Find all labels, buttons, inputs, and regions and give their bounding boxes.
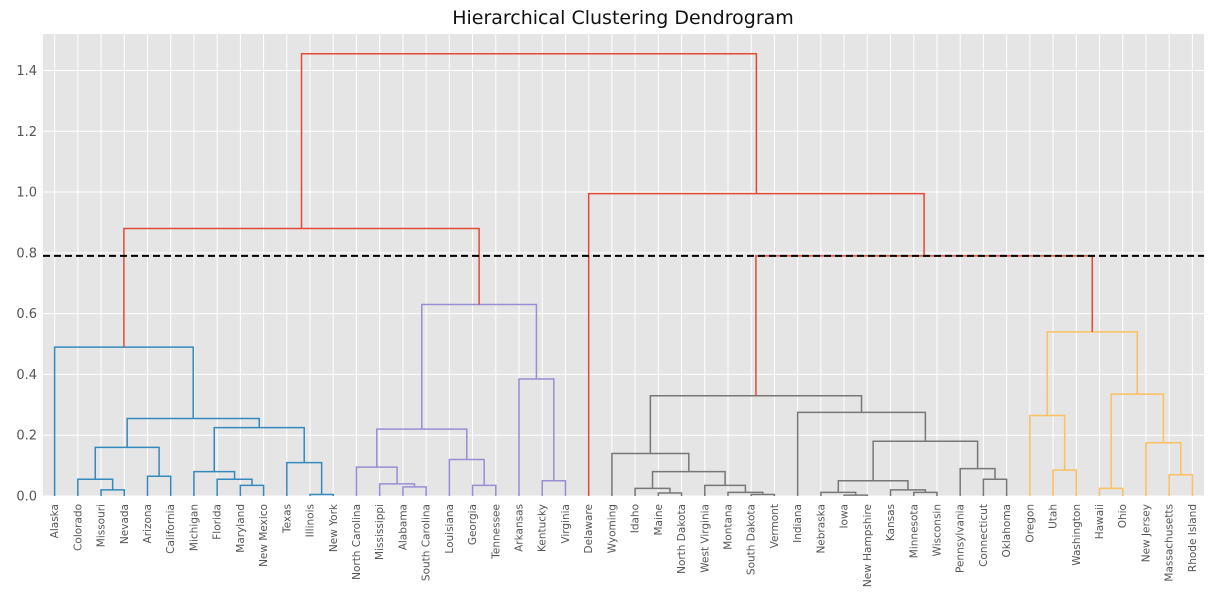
x-tick-label: Montana bbox=[722, 504, 734, 550]
x-tick-label: Alabama bbox=[397, 504, 409, 550]
x-tick-label: Illinois bbox=[305, 504, 317, 537]
dendrogram-link bbox=[959, 467, 996, 496]
x-tick-label: New Jersey bbox=[1140, 504, 1152, 562]
x-tick-label: Arizona bbox=[142, 504, 154, 543]
dendrogram-link bbox=[216, 478, 253, 496]
x-tick-label: Colorado bbox=[72, 504, 84, 551]
x-tick-label: Arkansas bbox=[514, 504, 526, 552]
y-tick-label: 0.4 bbox=[16, 368, 37, 383]
x-tick-label: South Dakota bbox=[746, 504, 758, 575]
x-tick-label: New Hampshire bbox=[862, 504, 874, 587]
x-tick-label: North Carolina bbox=[351, 504, 363, 580]
x-tick-label: Nevada bbox=[119, 504, 131, 544]
x-tick-labels: Alaska Colorado Missouri Nevada Arizona Calif… bbox=[49, 503, 1199, 587]
y-tick-label: 0.8 bbox=[16, 246, 37, 261]
x-tick-label: Delaware bbox=[583, 504, 595, 553]
x-tick-label: Mississippi bbox=[374, 504, 386, 560]
x-tick-label: Connecticut bbox=[978, 504, 990, 567]
dendrogram-link bbox=[239, 484, 265, 496]
dendrogram-link bbox=[300, 53, 758, 229]
x-tick-label: Indiana bbox=[792, 504, 804, 543]
x-tick-label: South Carolina bbox=[421, 504, 433, 581]
chart-title: Hierarchical Clustering Dendrogram bbox=[452, 7, 794, 29]
dendrogram-link bbox=[913, 491, 938, 496]
x-tick-label: Alaska bbox=[49, 504, 61, 538]
x-tick-label: Oregon bbox=[1024, 504, 1036, 543]
x-tick-label: Washington bbox=[1071, 504, 1083, 566]
dendrogram-link bbox=[1110, 393, 1165, 489]
dendrogram-link bbox=[1029, 414, 1066, 496]
x-tick-label: West Virginia bbox=[699, 504, 711, 573]
x-tick-label: Minnesota bbox=[908, 504, 920, 558]
x-tick-label: Kentucky bbox=[537, 504, 549, 552]
x-tick-label: Texas bbox=[281, 504, 293, 534]
y-tick-label: 0.6 bbox=[16, 307, 37, 322]
x-tick-label: Ohio bbox=[1117, 504, 1129, 528]
x-tick-label: Idaho bbox=[630, 504, 642, 533]
x-tick-label: Pennsylvania bbox=[955, 504, 967, 573]
x-tick-label: Louisiana bbox=[444, 504, 456, 554]
x-tick-label: Hawaii bbox=[1094, 504, 1106, 539]
x-tick-label: Virginia bbox=[560, 504, 572, 544]
x-tick-label: Wisconsin bbox=[931, 504, 943, 556]
x-tick-label: Maryland bbox=[235, 504, 247, 553]
y-tick-label: 1.2 bbox=[16, 125, 37, 140]
dendrogram-link bbox=[77, 478, 114, 496]
x-tick-label: Utah bbox=[1048, 504, 1060, 529]
dendrogram-link bbox=[541, 480, 567, 496]
x-tick-label: New York bbox=[328, 503, 340, 552]
x-tick-label: New Mexico bbox=[258, 504, 270, 567]
dendrogram-link bbox=[376, 428, 468, 468]
x-tick-label: Iowa bbox=[839, 504, 851, 529]
grid bbox=[43, 34, 1204, 497]
x-tick-label: Missouri bbox=[96, 504, 108, 547]
y-tick-labels: 0.0 0.2 0.4 0.6 0.8 1.0 1.2 1.4 bbox=[16, 64, 37, 505]
y-tick-label: 1.4 bbox=[16, 64, 37, 79]
dendrogram-link bbox=[837, 480, 909, 493]
x-tick-label: Oklahoma bbox=[1001, 504, 1013, 557]
x-tick-label: North Dakota bbox=[676, 504, 688, 574]
dendrogram-link bbox=[727, 491, 764, 496]
x-tick-label: Kansas bbox=[885, 504, 897, 541]
dendrogram-link bbox=[53, 346, 194, 496]
dendrogram-link bbox=[820, 491, 857, 496]
dendrogram-link bbox=[402, 486, 427, 496]
x-tick-label: California bbox=[165, 504, 177, 554]
x-tick-label: Michigan bbox=[188, 504, 200, 551]
x-tick-label: Vermont bbox=[769, 504, 781, 548]
dendrogram-link bbox=[657, 492, 683, 496]
dendrogram-link bbox=[471, 484, 497, 496]
x-tick-label: Rhode Island bbox=[1187, 504, 1199, 572]
x-tick-label: Massachusetts bbox=[1164, 504, 1176, 582]
dendrogram-links bbox=[53, 53, 1194, 496]
dendrogram-link bbox=[286, 461, 323, 496]
x-tick-label: Georgia bbox=[467, 504, 479, 545]
dendrogram-link bbox=[1168, 473, 1194, 496]
dendrogram-link bbox=[982, 478, 1008, 496]
x-tick-label: Nebraska bbox=[815, 504, 827, 554]
x-tick-label: Wyoming bbox=[606, 504, 618, 553]
y-tick-label: 0.2 bbox=[16, 429, 37, 444]
y-tick-label: 0.0 bbox=[16, 490, 37, 505]
dendrogram-link bbox=[213, 426, 305, 472]
dendrogram-link bbox=[704, 484, 747, 496]
x-tick-label: Tennessee bbox=[490, 504, 502, 560]
x-tick-label: Florida bbox=[212, 504, 224, 540]
y-tick-label: 1.0 bbox=[16, 186, 37, 201]
x-tick-label: Maine bbox=[653, 504, 665, 536]
